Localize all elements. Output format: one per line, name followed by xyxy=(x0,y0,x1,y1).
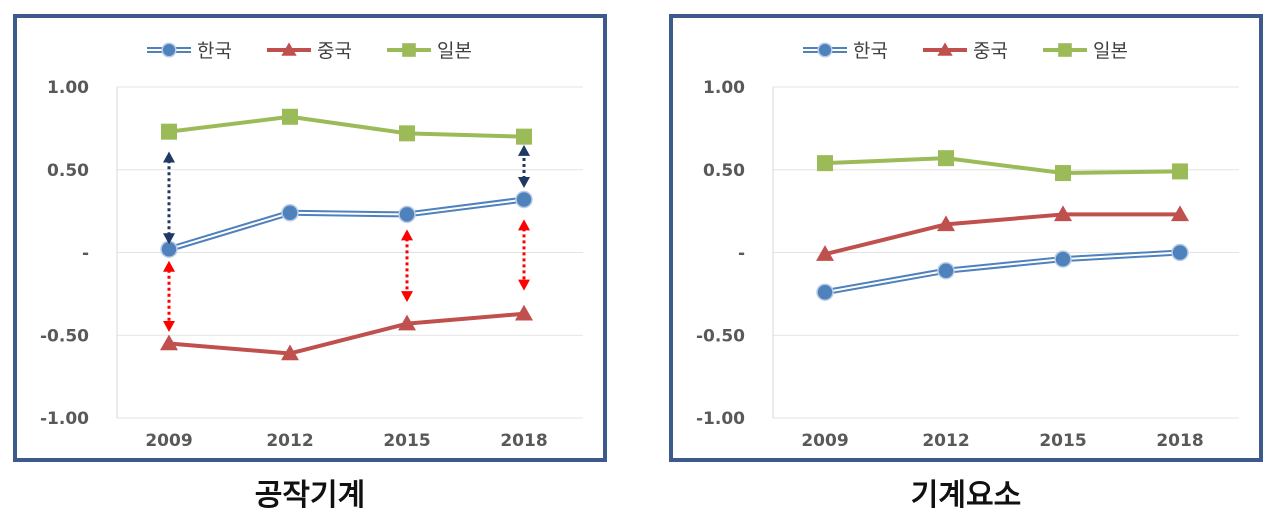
data-point-circle xyxy=(1054,250,1072,268)
comparison-arrow xyxy=(163,260,175,332)
arrow-head xyxy=(163,260,175,272)
y-tick-label: 1.00 xyxy=(703,78,745,98)
legend-entry-triangle: 중국 xyxy=(267,40,352,62)
series-line xyxy=(824,249,1181,296)
y-tick-label: - xyxy=(738,244,745,264)
chart-title-machine-elements: 기계요소 xyxy=(910,478,1022,513)
data-point-triangle xyxy=(816,245,834,261)
data-point-circle xyxy=(398,205,416,224)
y-tick-label: -0.50 xyxy=(40,326,89,346)
data-point-square xyxy=(1058,43,1072,57)
x-tick-label: 2009 xyxy=(801,431,848,451)
arrow-head xyxy=(163,320,175,332)
comparison-arrow xyxy=(401,229,413,303)
y-tick-label: -1.00 xyxy=(40,409,89,429)
comparison-arrow xyxy=(163,151,175,245)
chart-title-machine-tools: 공작기계 xyxy=(254,478,366,513)
legend-label: 일본 xyxy=(437,40,472,62)
data-point-circle xyxy=(816,283,834,301)
y-tick-label: -0.50 xyxy=(696,326,745,346)
y-tick-label: -1.00 xyxy=(696,409,745,429)
data-point-square xyxy=(817,155,833,172)
data-point-square xyxy=(282,108,298,125)
legend-entry-triangle: 중국 xyxy=(923,40,1008,62)
legend-label: 한국 xyxy=(197,40,232,62)
x-tick-label: 2015 xyxy=(383,431,430,451)
chart-machine-tools: 1.00 0.50 - -0.50 -1.00 2009 2012 2015 2018 한국 중국 일… xyxy=(40,40,583,451)
data-point-circle xyxy=(515,190,533,209)
data-point-triangle xyxy=(1171,205,1189,222)
data-point-triangle xyxy=(281,42,297,56)
legend-label: 한국 xyxy=(853,40,888,62)
chart-panel-machine-elements: 1.00 0.50 - -0.50 -1.00 2009 2012 2015 2018 한국 중국 일… xyxy=(669,14,1263,462)
series-line-inner xyxy=(824,251,1181,294)
y-tick-label: 0.50 xyxy=(703,161,745,181)
data-point-circle xyxy=(161,42,177,58)
data-point-triangle xyxy=(281,344,299,361)
series-line xyxy=(168,311,525,356)
series-line xyxy=(168,114,525,139)
data-point-square xyxy=(1055,165,1071,182)
arrow-head xyxy=(401,291,413,303)
arrow-head xyxy=(518,176,530,188)
chart-panel-machine-tools: 1.00 0.50 - -0.50 -1.00 2009 2012 2015 2018 한국 중국 일… xyxy=(13,14,607,462)
legend-entry-square: 일본 xyxy=(1043,40,1128,62)
data-point-triangle xyxy=(1054,205,1072,222)
series-line xyxy=(824,156,1181,176)
series-line-inner xyxy=(168,198,525,251)
series-line xyxy=(824,212,1180,257)
x-tick-label: 2015 xyxy=(1039,431,1086,451)
data-point-square xyxy=(516,128,532,145)
x-tick-label: 2009 xyxy=(145,431,192,451)
y-tick-label: 1.00 xyxy=(47,78,89,98)
x-tick-label: 2012 xyxy=(922,431,969,451)
arrow-head xyxy=(518,144,530,156)
data-point-triangle xyxy=(937,215,955,232)
legend-entry-square: 일본 xyxy=(387,40,472,62)
arrow-head xyxy=(163,151,175,163)
y-tick-label: 0.50 xyxy=(47,161,89,181)
data-point-square xyxy=(1172,163,1188,180)
legend-entry-circle: 한국 xyxy=(147,40,232,62)
legend-entry-circle: 한국 xyxy=(803,40,888,62)
arrow-head xyxy=(401,229,413,241)
comparison-arrow xyxy=(518,144,530,188)
arrow-head xyxy=(163,233,175,245)
x-tick-label: 2018 xyxy=(500,431,547,451)
legend-label: 중국 xyxy=(317,40,352,62)
data-point-triangle xyxy=(398,314,416,331)
data-point-circle xyxy=(1171,243,1189,262)
x-tick-label: 2018 xyxy=(1156,431,1203,451)
data-point-square xyxy=(938,150,954,167)
data-point-triangle xyxy=(937,42,953,56)
data-point-square xyxy=(402,43,416,57)
data-point-circle xyxy=(937,261,955,280)
legend-label: 중국 xyxy=(973,40,1008,62)
data-point-square xyxy=(161,123,177,140)
x-tick-label: 2012 xyxy=(266,431,313,451)
chart-machine-elements: 1.00 0.50 - -0.50 -1.00 2009 2012 2015 2018 한국 중국 일… xyxy=(696,40,1239,451)
data-point-triangle xyxy=(160,334,178,351)
arrow-head xyxy=(518,219,530,231)
data-point-square xyxy=(399,125,415,142)
data-point-circle xyxy=(817,42,833,58)
legend-label: 일본 xyxy=(1093,40,1128,62)
arrow-head xyxy=(518,279,530,291)
data-point-triangle xyxy=(515,304,533,321)
y-tick-label: - xyxy=(82,244,89,264)
comparison-arrow xyxy=(518,219,530,291)
data-point-circle xyxy=(281,204,299,222)
